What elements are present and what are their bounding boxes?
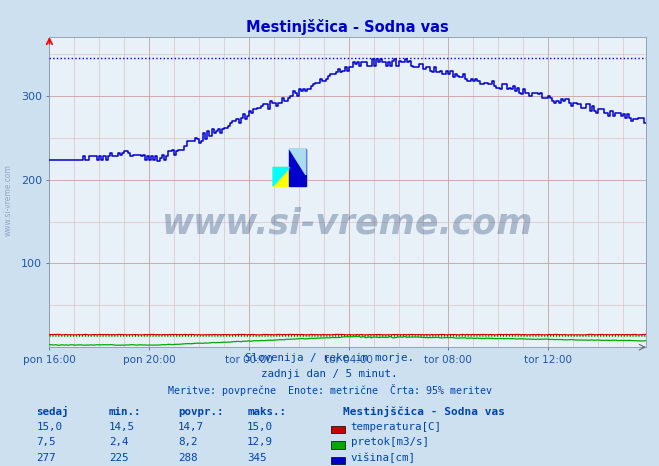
Title: Mestinjščica - Sodna vas: Mestinjščica - Sodna vas <box>246 19 449 35</box>
Text: 277: 277 <box>36 453 56 463</box>
Polygon shape <box>273 167 289 186</box>
Text: zadnji dan / 5 minut.: zadnji dan / 5 minut. <box>261 370 398 379</box>
Text: 15,0: 15,0 <box>36 422 62 432</box>
Text: pretok[m3/s]: pretok[m3/s] <box>351 438 428 447</box>
Text: povpr.:: povpr.: <box>178 407 223 417</box>
Text: temperatura[C]: temperatura[C] <box>351 422 442 432</box>
Text: Mestinjščica - Sodna vas: Mestinjščica - Sodna vas <box>343 406 505 417</box>
Text: maks.:: maks.: <box>247 407 286 417</box>
Text: sedaj: sedaj <box>36 406 69 417</box>
Text: 345: 345 <box>247 453 267 463</box>
Text: www.si-vreme.com: www.si-vreme.com <box>162 206 533 240</box>
Text: 14,5: 14,5 <box>109 422 134 432</box>
Bar <box>273 167 289 186</box>
Text: 2,4: 2,4 <box>109 438 129 447</box>
Text: www.si-vreme.com: www.si-vreme.com <box>3 164 13 236</box>
Text: 288: 288 <box>178 453 198 463</box>
Text: višina[cm]: višina[cm] <box>351 452 416 463</box>
Text: 225: 225 <box>109 453 129 463</box>
Text: 7,5: 7,5 <box>36 438 56 447</box>
Bar <box>289 149 306 186</box>
Text: Slovenija / reke in morje.: Slovenija / reke in morje. <box>245 353 414 363</box>
Text: 12,9: 12,9 <box>247 438 273 447</box>
Polygon shape <box>289 149 306 175</box>
Text: 15,0: 15,0 <box>247 422 273 432</box>
Text: 14,7: 14,7 <box>178 422 204 432</box>
Text: min.:: min.: <box>109 407 141 417</box>
Text: 8,2: 8,2 <box>178 438 198 447</box>
Text: Meritve: povprečne  Enote: metrične  Črta: 95% meritev: Meritve: povprečne Enote: metrične Črta:… <box>167 384 492 396</box>
